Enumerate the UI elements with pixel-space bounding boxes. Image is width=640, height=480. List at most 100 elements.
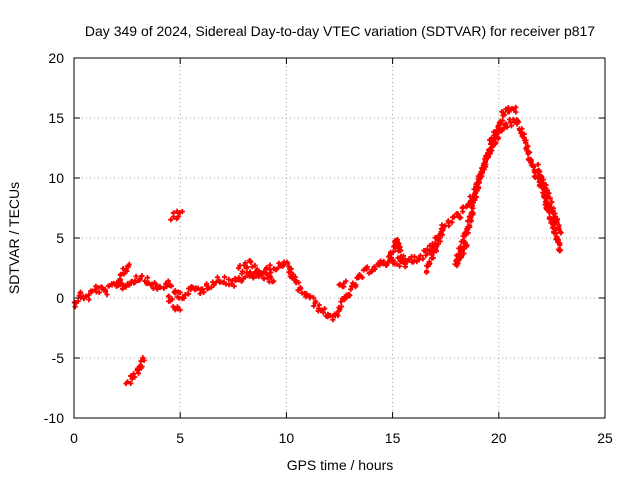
data-point	[546, 202, 553, 208]
data-point	[238, 278, 245, 285]
data-point	[468, 215, 474, 221]
data-point	[124, 379, 131, 385]
data-point	[458, 215, 464, 221]
data-point	[170, 210, 176, 216]
data-point	[179, 209, 185, 215]
data-point	[297, 284, 303, 291]
data-point	[228, 281, 234, 287]
data-point	[185, 291, 192, 297]
y-tick-label: 20	[48, 50, 64, 66]
data-point	[124, 268, 130, 274]
series-branch-17h	[423, 222, 447, 276]
x-tick-label: 10	[279, 430, 295, 446]
series-branch-9h	[236, 257, 277, 285]
y-tick-label: 0	[56, 290, 64, 306]
grid	[74, 58, 605, 418]
data-point	[525, 150, 532, 156]
data-marks	[71, 104, 564, 387]
series-main	[71, 116, 563, 323]
data-point	[369, 267, 375, 273]
data-point	[271, 278, 277, 284]
x-tick-label: 15	[385, 430, 401, 446]
data-point	[556, 222, 562, 229]
data-point	[199, 286, 205, 292]
data-point	[500, 117, 506, 124]
series-branch-5h	[165, 293, 183, 313]
data-point	[135, 370, 142, 376]
data-point	[440, 224, 447, 230]
data-point	[555, 237, 561, 243]
data-point	[449, 219, 455, 225]
data-point	[437, 238, 443, 244]
data-point	[122, 283, 128, 289]
data-point	[337, 306, 343, 312]
data-point	[181, 295, 187, 301]
data-point	[364, 264, 370, 270]
data-point	[267, 262, 273, 268]
data-point	[126, 261, 132, 267]
data-point	[166, 293, 172, 299]
data-point	[144, 274, 151, 281]
data-point	[538, 173, 545, 179]
data-point	[316, 302, 322, 308]
data-point	[86, 292, 92, 298]
data-point	[335, 312, 341, 319]
data-point	[347, 292, 353, 299]
data-point	[250, 275, 256, 281]
series-upper-branch	[487, 104, 519, 146]
x-tick-label: 0	[70, 430, 78, 446]
data-point	[476, 178, 482, 184]
data-point	[423, 269, 430, 276]
data-point	[307, 293, 313, 299]
y-tick-label: -10	[44, 410, 64, 426]
series-isolated-mid	[336, 278, 349, 290]
data-point	[502, 112, 508, 118]
x-axis-label: GPS time / hours	[287, 457, 394, 473]
data-point	[258, 270, 264, 276]
data-point	[426, 261, 432, 267]
data-point	[544, 187, 550, 193]
data-point	[104, 291, 110, 298]
data-point	[557, 247, 563, 253]
data-point	[275, 265, 281, 271]
data-point	[372, 266, 378, 272]
data-point	[487, 150, 493, 157]
y-tick-label: 10	[48, 170, 64, 186]
data-point	[489, 138, 496, 145]
data-point	[177, 307, 183, 313]
data-point	[557, 242, 563, 248]
data-point	[77, 289, 84, 295]
data-point	[513, 109, 519, 115]
data-point	[537, 169, 543, 175]
data-point	[521, 137, 528, 143]
data-point	[75, 298, 81, 304]
data-point	[456, 257, 462, 264]
y-tick-label: 5	[56, 230, 64, 246]
data-point	[132, 374, 138, 380]
data-point	[513, 104, 519, 110]
data-point	[172, 290, 178, 296]
x-tick-label: 5	[176, 430, 184, 446]
data-point	[464, 242, 470, 248]
data-point	[520, 131, 526, 137]
data-point	[501, 125, 508, 131]
data-point	[503, 121, 509, 127]
data-point	[451, 214, 457, 220]
data-point	[354, 275, 360, 281]
data-point	[435, 241, 441, 247]
data-point	[430, 255, 436, 261]
series-small-branch	[454, 239, 470, 269]
series-late-branch	[534, 161, 564, 236]
data-point	[433, 248, 440, 254]
data-point	[231, 283, 237, 289]
data-point	[397, 247, 403, 253]
data-point	[168, 283, 174, 289]
data-point	[279, 263, 286, 269]
x-tick-label: 20	[491, 430, 507, 446]
data-point	[268, 274, 274, 281]
data-point	[396, 240, 402, 247]
data-point	[264, 265, 270, 271]
data-point	[353, 282, 359, 288]
data-point	[248, 259, 254, 265]
